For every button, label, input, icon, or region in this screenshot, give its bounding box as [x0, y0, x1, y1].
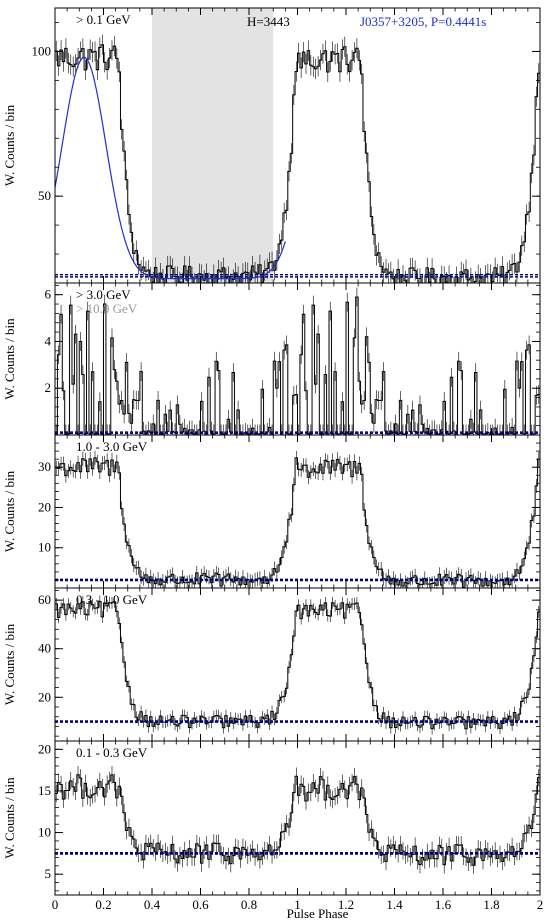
y-tick-label: 20: [38, 689, 51, 704]
y-tick-label: 100: [32, 43, 52, 58]
panel-2: 10 20 30 W. Counts / bin 1.0 - 3.0 GeV: [2, 434, 541, 589]
x-tick-label: 0.8: [241, 897, 257, 912]
offpulse-region: [152, 8, 274, 283]
panel-frame: [54, 740, 541, 896]
energy-label: 1.0 - 3.0 GeV: [76, 439, 148, 454]
panel-1: 2 4 6 W. Counts / bin > 3.0 GeV> 10.0 GeV: [2, 282, 541, 436]
x-tick-label: 1.8: [483, 897, 499, 912]
h-test-label: H=3443: [247, 14, 290, 29]
panel-3: 20 40 60 W. Counts / bin 0.3 - 1.0 GeV: [2, 587, 541, 742]
x-tick-label: 1.2: [338, 897, 354, 912]
x-tick-label: 0: [52, 897, 59, 912]
y-tick-label: 40: [38, 641, 51, 656]
y-axis-label: W. Counts / bin: [2, 777, 17, 859]
y-axis-label: W. Counts / bin: [2, 318, 17, 400]
y-tick-label: 20: [38, 499, 51, 514]
pulsar-label: J0357+3205, P=0.4441s: [360, 14, 486, 29]
y-tick-label: 50: [38, 188, 51, 203]
y-tick-label: 10: [38, 540, 51, 555]
histogram: [55, 601, 540, 730]
fit-curve: [54, 56, 286, 280]
y-tick-label: 20: [38, 741, 51, 756]
x-tick-label: 0.4: [144, 897, 161, 912]
x-tick-label: 0.2: [95, 897, 111, 912]
y-tick-label: 5: [45, 866, 52, 881]
y-tick-label: 6: [45, 287, 52, 302]
energy-label-secondary: > 10.0 GeV: [76, 301, 138, 316]
error-bars: [55, 595, 540, 735]
energy-label: 0.3 - 1.0 GeV: [76, 592, 148, 607]
y-tick-label: 15: [38, 783, 51, 798]
histogram: [55, 774, 540, 866]
histogram: [55, 457, 540, 588]
x-tick-label: 1.4: [386, 897, 403, 912]
x-tick-label: 2: [537, 897, 544, 912]
panel-4: 5 10 15 20 W. Counts / bin 0.1 - 0.3 GeV: [2, 740, 541, 896]
x-tick-label: 1.6: [435, 897, 452, 912]
energy-label: > 0.1 GeV: [76, 12, 131, 27]
panel-frame: [54, 7, 541, 284]
energy-label: 0.1 - 0.3 GeV: [76, 745, 148, 760]
y-tick-label: 4: [45, 333, 52, 348]
y-tick-label: 60: [38, 592, 51, 607]
error-bars: [55, 34, 540, 283]
panel-0: 50 100 W. Counts / bin > 0.1 GeV H=3443 J0357…: [2, 7, 541, 284]
x-tick-label: 1: [294, 897, 301, 912]
histogram: [55, 44, 540, 283]
y-tick-label: 2: [45, 380, 52, 395]
y-axis-label: W. Counts / bin: [2, 623, 17, 705]
y-tick-label: 10: [38, 825, 51, 840]
histogram: [55, 296, 540, 435]
y-axis-label: W. Counts / bin: [2, 470, 17, 552]
energy-label: > 3.0 GeV: [76, 287, 131, 302]
x-axis-label: Pulse Phase: [287, 906, 349, 921]
y-axis-label: W. Counts / bin: [2, 104, 17, 186]
x-tick-label: 0.6: [192, 897, 209, 912]
error-bars: [55, 450, 540, 588]
y-tick-label: 30: [38, 459, 51, 474]
